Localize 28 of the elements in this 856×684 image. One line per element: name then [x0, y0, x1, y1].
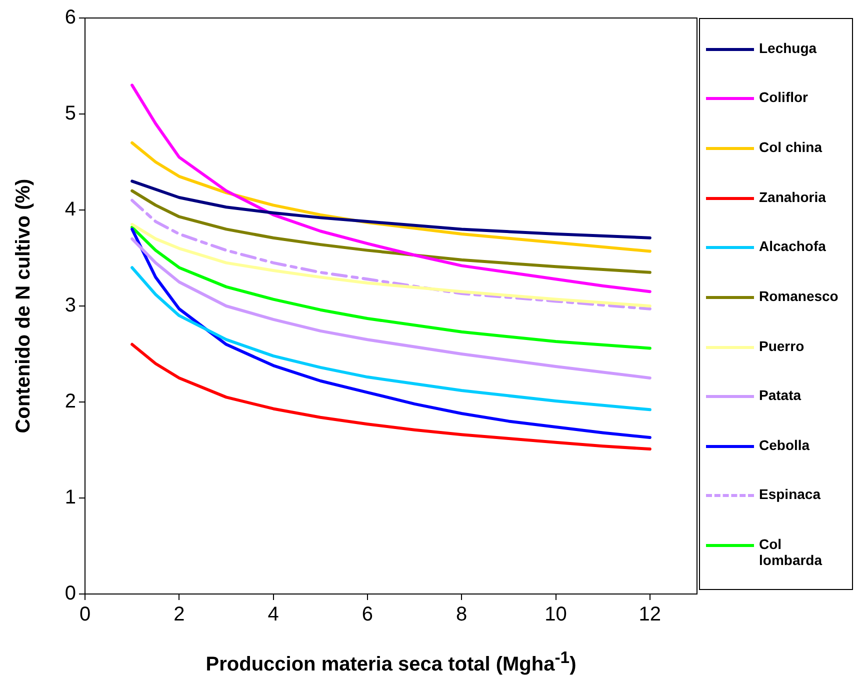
legend-label: Patata	[759, 387, 802, 404]
x-tick-label: 10	[544, 604, 567, 626]
line-series	[130, 198, 652, 310]
y-tick-label: 1	[64, 486, 76, 509]
legend-label: Col china	[759, 139, 822, 156]
y-tick-label: 3	[64, 294, 76, 317]
y-tick-label: 6	[64, 6, 76, 29]
legend-label: Lechuga	[759, 40, 817, 56]
y-tick-label: 0	[64, 582, 76, 605]
y-tick-label: 5	[64, 102, 76, 125]
x-tick-label: 2	[174, 604, 185, 626]
y-tick-label: 4	[64, 198, 76, 221]
legend-label: Col lombarda	[759, 536, 824, 568]
legend-label: Espinaca	[759, 486, 820, 502]
legend-label: Puerro	[759, 338, 804, 354]
legend-label: Cebolla	[759, 436, 810, 453]
legend-label: Coliflor	[759, 89, 808, 106]
x-tick-label: 0	[79, 604, 91, 626]
x-tick-label: 8	[456, 604, 468, 626]
legend-label: Zanahoria	[759, 188, 826, 205]
x-tick-label: 4	[268, 604, 279, 626]
y-tick-label: 2	[64, 390, 76, 413]
legend-label: Romanesco	[759, 288, 838, 304]
x-axis-title: Produccion materia seca total (Mgha$^{-1}$)	[204, 648, 578, 677]
y-axis-title: Contenido de N cultivo (%)	[12, 178, 36, 434]
x-tick-label: 6	[362, 604, 374, 626]
legend-label: Alcachofa	[759, 238, 826, 254]
x-tick-label: 12	[638, 604, 662, 626]
